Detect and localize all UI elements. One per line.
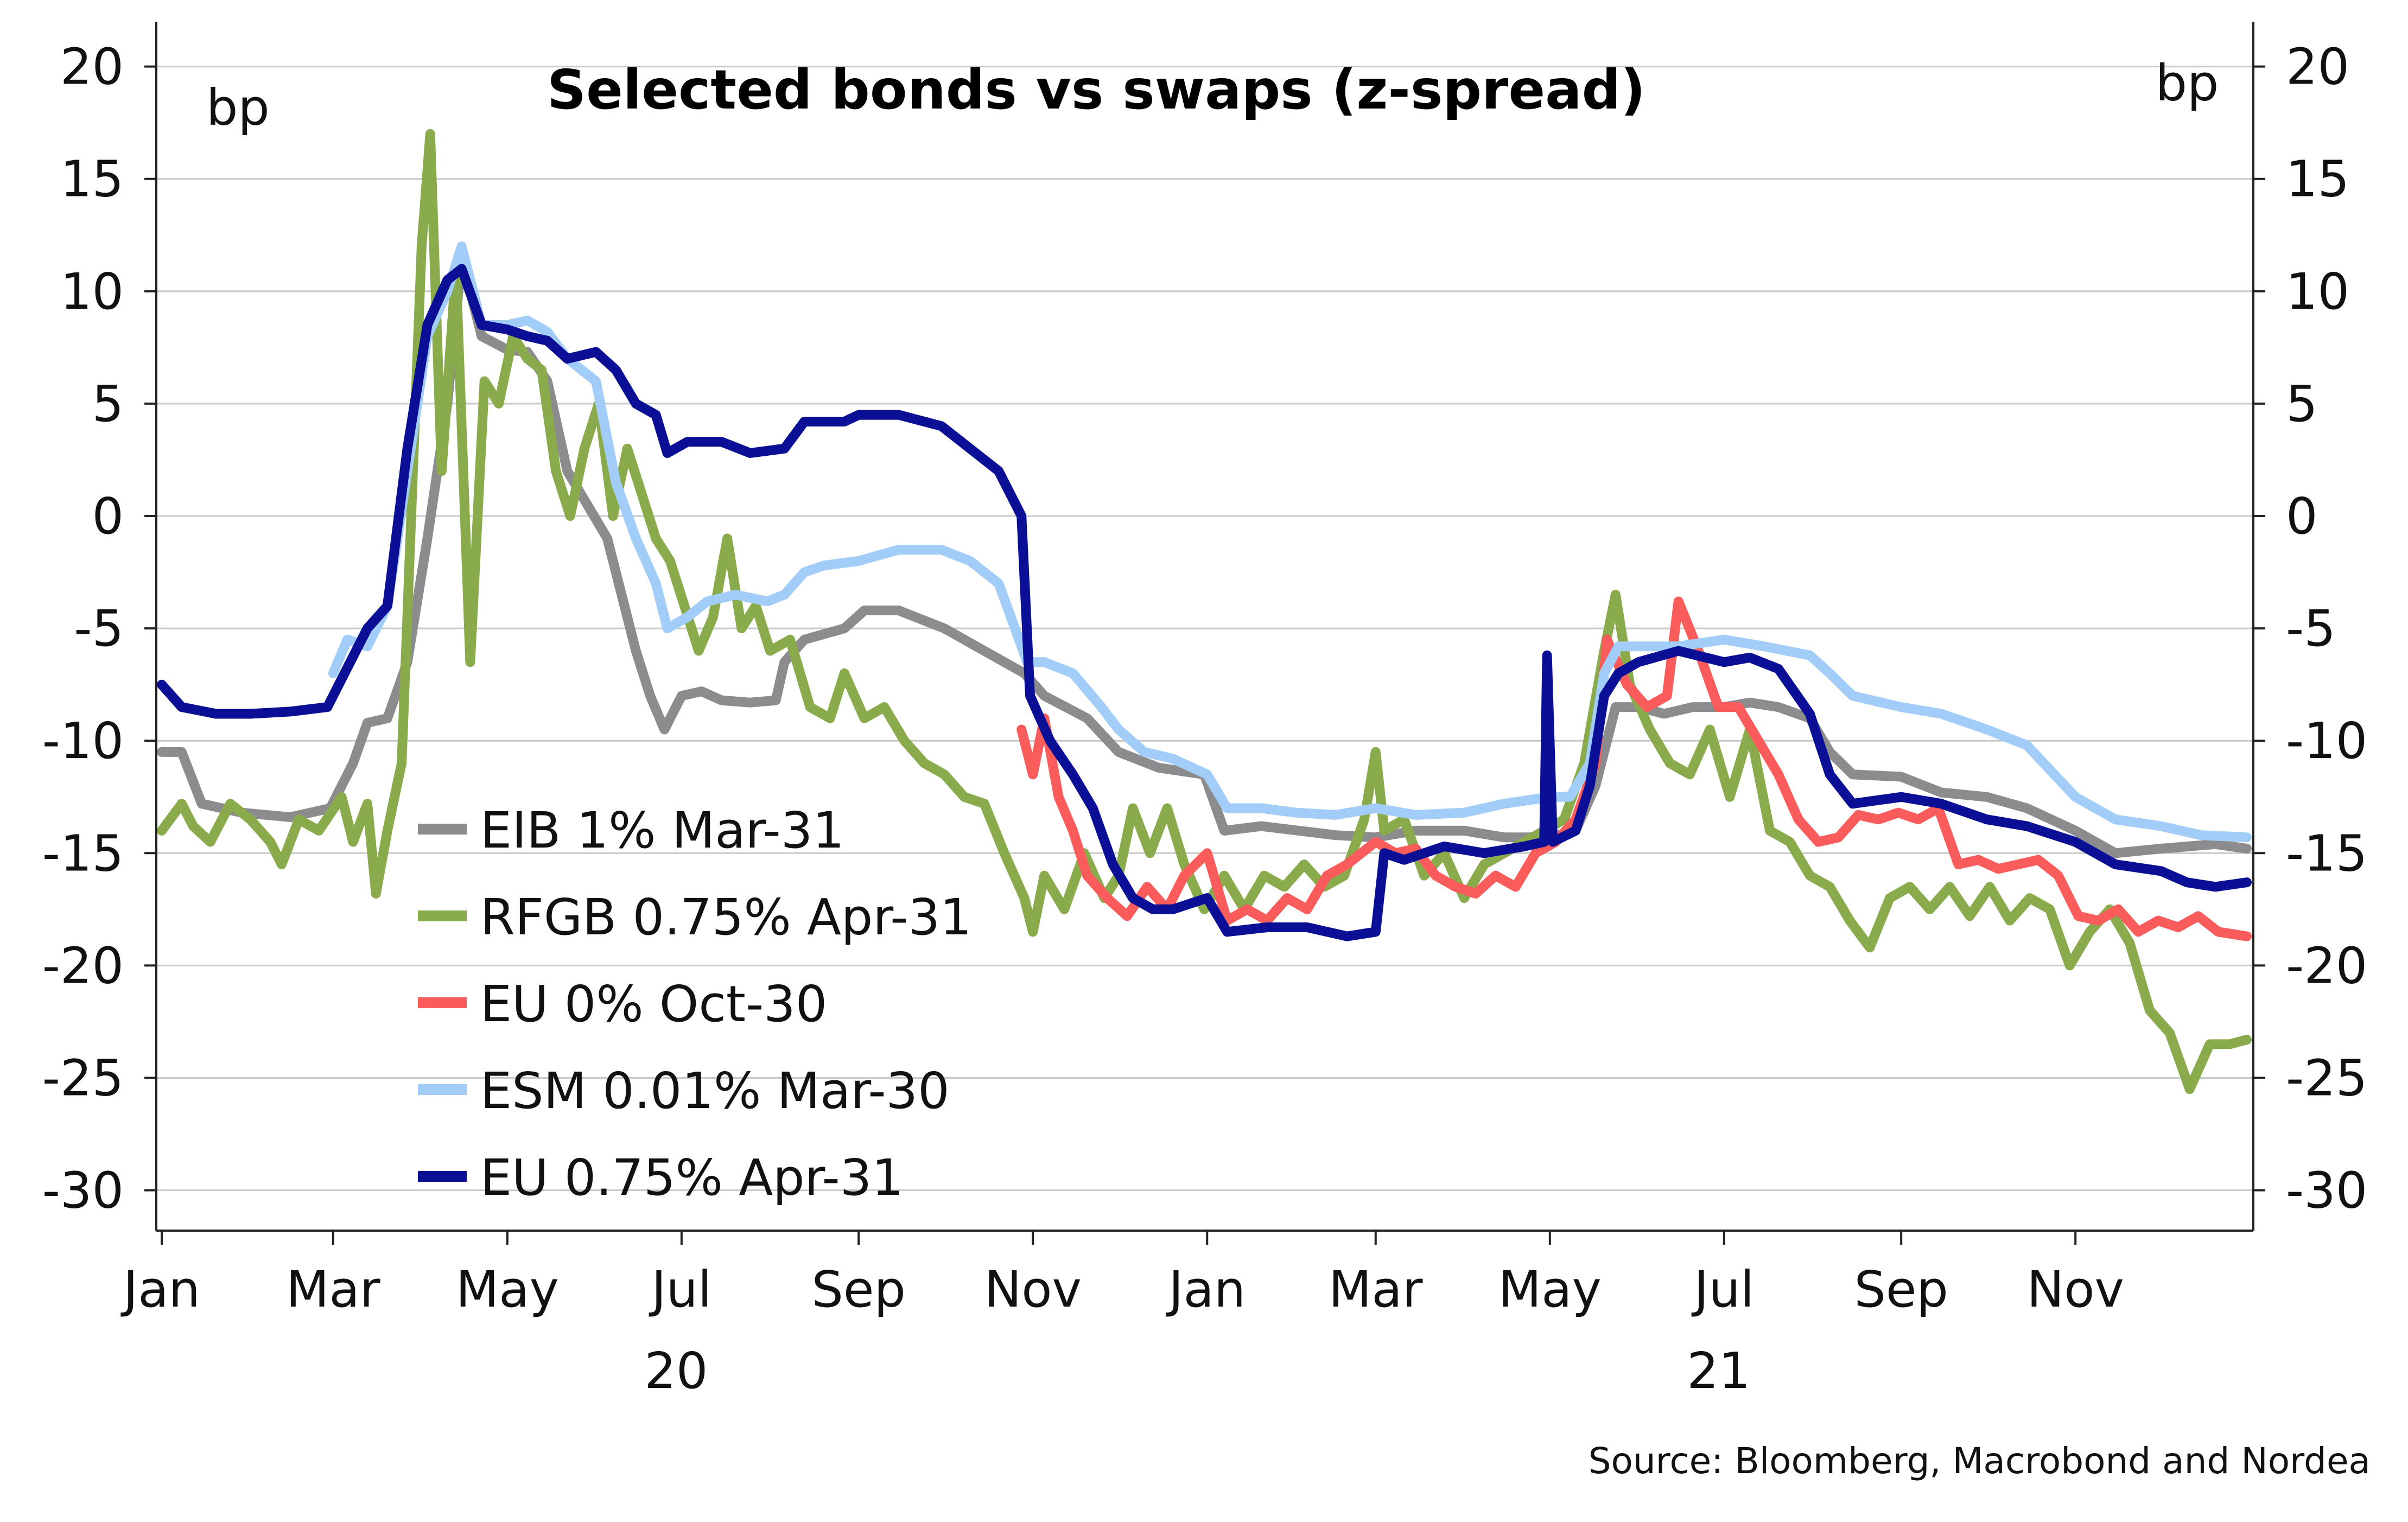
x-tick-label: Mar [1329, 1260, 1423, 1319]
chart-title: Selected bonds vs swaps (z-spread) [547, 58, 1645, 122]
y-tick-label-left: 10 [60, 263, 124, 321]
y-tick-label-right: -5 [2286, 600, 2336, 658]
x-tick-label: Sep [1854, 1260, 1948, 1319]
y-tick-label-left: 0 [92, 487, 124, 545]
y-tick-label-right: 10 [2286, 263, 2349, 321]
y-unit-right: bp [2156, 54, 2219, 112]
x-tick-label: Nov [984, 1260, 1082, 1319]
y-tick-label-left: 15 [60, 150, 124, 208]
x-tick-label: Mar [286, 1260, 380, 1319]
y-tick-label-right: 20 [2286, 38, 2349, 96]
y-tick-label-left: -10 [42, 712, 124, 770]
y-tick-label-left: -30 [42, 1162, 124, 1220]
x-tick-label: Jan [1166, 1260, 1246, 1319]
legend-label: EIB 1% Mar-31 [480, 801, 844, 859]
x-tick-label: Jul [1691, 1260, 1754, 1319]
y-tick-label-right: -30 [2286, 1162, 2367, 1220]
y-tick-label-left: 20 [60, 38, 124, 96]
series-line-eu-0-75-apr-31 [157, 264, 2252, 941]
x-tick-label: Nov [2026, 1260, 2124, 1319]
y-tick-label-right: -20 [2286, 937, 2367, 995]
x-tick-label: Jul [649, 1260, 711, 1319]
axes [144, 22, 2265, 1245]
legend-label: RFGB 0.75% Apr-31 [480, 888, 972, 946]
y-tick-label-left: -25 [42, 1049, 124, 1107]
y-tick-label-left: -5 [74, 600, 124, 658]
series-line-esm-0-01-mar-30 [328, 241, 2252, 843]
y-unit-left: bp [206, 79, 270, 137]
y-tick-label-right: -15 [2286, 824, 2367, 882]
y-tick-label-left: 5 [92, 375, 124, 433]
y-tick-label-right: 5 [2286, 375, 2318, 433]
x-tick-label: Sep [811, 1260, 905, 1319]
series-lines [157, 129, 2252, 1094]
series-line-eu-0-oct-30 [1016, 596, 2252, 941]
gridlines [156, 66, 2253, 1192]
x-tick-label: May [1498, 1260, 1602, 1319]
y-tick-label-right: -10 [2286, 712, 2367, 770]
y-tick-label-left: -15 [42, 824, 124, 882]
x-tick-label: May [456, 1260, 559, 1319]
axis-labels: 20 20 15 15 10 10 5 5 0 0 -5 -5 -10 -10 -15 -15 -20 -20 -2… [42, 38, 2368, 1400]
source-note: Source: Bloomberg, Macrobond and Nordea [1589, 1440, 2371, 1482]
x-tick-label: Jan [120, 1260, 200, 1319]
y-tick-label-right: 15 [2286, 150, 2349, 208]
legend-label: EU 0.75% Apr-31 [480, 1149, 904, 1207]
y-tick-label-left: -20 [42, 937, 124, 995]
x-year-label: 21 [1687, 1342, 1750, 1400]
y-tick-label-right: -25 [2286, 1049, 2367, 1107]
legend-label: ESM 0.01% Mar-30 [480, 1062, 950, 1120]
x-year-label: 20 [644, 1342, 708, 1400]
legend: EIB 1% Mar-31 RFGB 0.75% Apr-31 EU 0% Oct-… [418, 801, 972, 1207]
series-line-rfgb-0-75-apr-31 [157, 129, 2252, 1094]
legend-label: EU 0% Oct-30 [480, 975, 827, 1033]
y-tick-label-right: 0 [2286, 487, 2318, 545]
